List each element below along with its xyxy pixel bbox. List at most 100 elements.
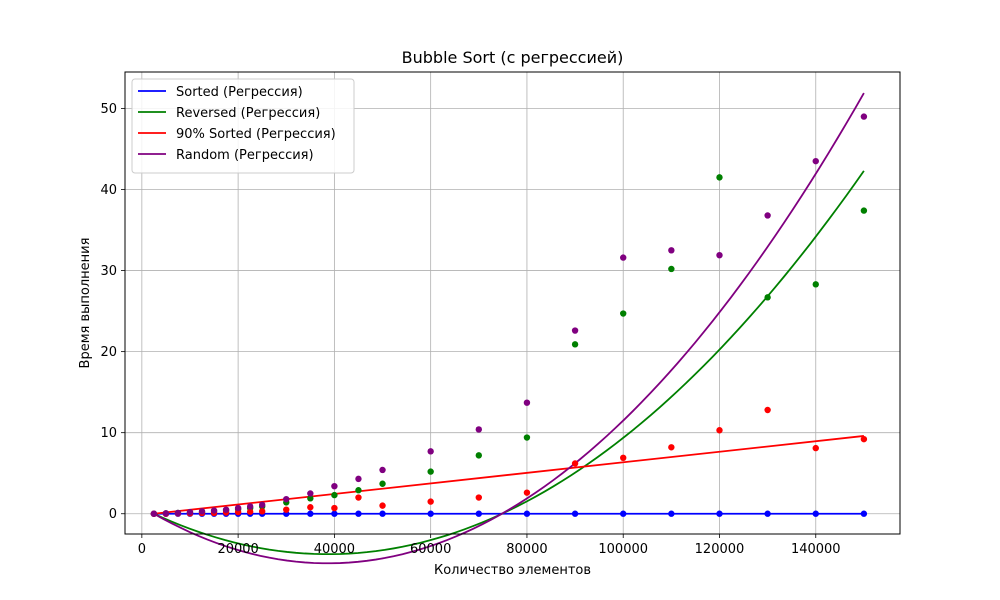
data-point <box>246 503 254 510</box>
data-point <box>523 434 531 441</box>
data-point <box>716 510 723 517</box>
data-point <box>162 510 170 517</box>
data-point <box>355 494 362 501</box>
data-point <box>331 491 338 499</box>
data-point <box>620 254 627 261</box>
grid-lines <box>125 72 900 534</box>
regression-lines <box>153 92 865 565</box>
data-point <box>210 507 218 514</box>
data-point <box>427 468 434 475</box>
data-point <box>379 502 386 509</box>
y-tick-label: 40 <box>100 183 117 198</box>
plot-area-frame <box>124 71 901 535</box>
data-point <box>668 444 675 451</box>
data-point <box>258 501 266 509</box>
data-point <box>475 452 483 459</box>
data-point <box>764 212 771 219</box>
data-point <box>283 495 290 503</box>
data-point <box>258 508 266 515</box>
data-point <box>571 510 579 517</box>
data-point <box>812 157 819 165</box>
data-point <box>716 427 723 434</box>
data-point <box>198 508 206 515</box>
y-tick-label: 20 <box>100 345 117 360</box>
y-axis-label: Время выполнения <box>78 238 93 369</box>
data-point <box>860 435 868 443</box>
data-point <box>150 510 158 517</box>
data-point <box>427 448 434 455</box>
legend-entry: Sorted (Регрессия) <box>176 85 303 100</box>
data-point <box>571 460 579 467</box>
data-point <box>222 506 230 513</box>
data-point <box>355 487 362 494</box>
data-point <box>283 506 290 513</box>
data-point <box>812 444 819 452</box>
data-points <box>150 113 868 517</box>
x-axis-label: Количество элементов <box>434 563 591 578</box>
data-point <box>307 495 314 502</box>
data-point <box>668 510 675 517</box>
data-point <box>812 281 819 288</box>
data-point <box>379 480 386 487</box>
data-point <box>307 504 314 511</box>
data-point <box>764 294 771 301</box>
y-tick-label: 30 <box>100 264 117 279</box>
y-tick-label: 10 <box>100 426 117 441</box>
chart-title: Bubble Sort (с регрессией) <box>402 48 624 67</box>
data-point <box>860 113 868 120</box>
data-point <box>764 406 771 414</box>
data-point <box>307 490 314 497</box>
legend-entry: Reversed (Регрессия) <box>176 106 320 121</box>
data-point <box>620 510 627 517</box>
data-point <box>860 207 868 214</box>
x-tick-label: 140000 <box>791 542 841 557</box>
data-point <box>764 510 771 517</box>
data-point <box>246 508 254 515</box>
data-point <box>620 454 627 462</box>
x-tick-label: 120000 <box>695 542 745 557</box>
axis-ticks: 0 20000 40000 60000 80000 100000 120000 140000 0… <box>100 102 840 557</box>
y-tick-label: 50 <box>100 102 117 117</box>
x-tick-label: 100000 <box>598 542 648 557</box>
data-point <box>427 498 434 505</box>
data-point <box>331 482 338 490</box>
data-point <box>716 251 723 259</box>
data-point <box>523 489 531 496</box>
data-point <box>331 504 338 512</box>
legend-entry: Random (Регрессия) <box>176 148 314 163</box>
y-tick-label: 0 <box>109 507 117 522</box>
data-point <box>475 510 483 517</box>
x-tick-label: 0 <box>138 542 146 557</box>
data-point <box>571 327 579 334</box>
data-point <box>331 510 338 517</box>
data-point <box>620 310 627 317</box>
data-point <box>307 510 314 517</box>
x-tick-label: 60000 <box>410 542 451 557</box>
data-point <box>860 510 868 517</box>
regression-line <box>153 92 865 565</box>
legend-entry: 90% Sorted (Регрессия) <box>176 127 336 142</box>
x-tick-label: 20000 <box>217 542 258 557</box>
data-point <box>355 510 362 517</box>
legend-box <box>131 78 355 174</box>
data-point <box>668 247 675 254</box>
data-point <box>379 510 386 517</box>
data-point <box>475 426 483 433</box>
data-point <box>523 510 531 517</box>
regression-line <box>153 170 865 556</box>
data-point <box>186 508 194 516</box>
data-point <box>427 510 434 517</box>
regression-line <box>153 435 864 515</box>
data-point <box>571 341 579 348</box>
data-point <box>523 399 531 406</box>
x-tick-label: 80000 <box>506 542 547 557</box>
data-point <box>812 510 819 517</box>
data-point <box>174 509 182 517</box>
x-tick-label: 40000 <box>314 542 355 557</box>
data-point <box>668 265 675 273</box>
data-point <box>379 466 386 474</box>
legend: Sorted (Регрессия) Reversed (Регрессия) 90… <box>131 78 355 174</box>
data-point <box>716 174 723 181</box>
data-point <box>475 494 483 501</box>
